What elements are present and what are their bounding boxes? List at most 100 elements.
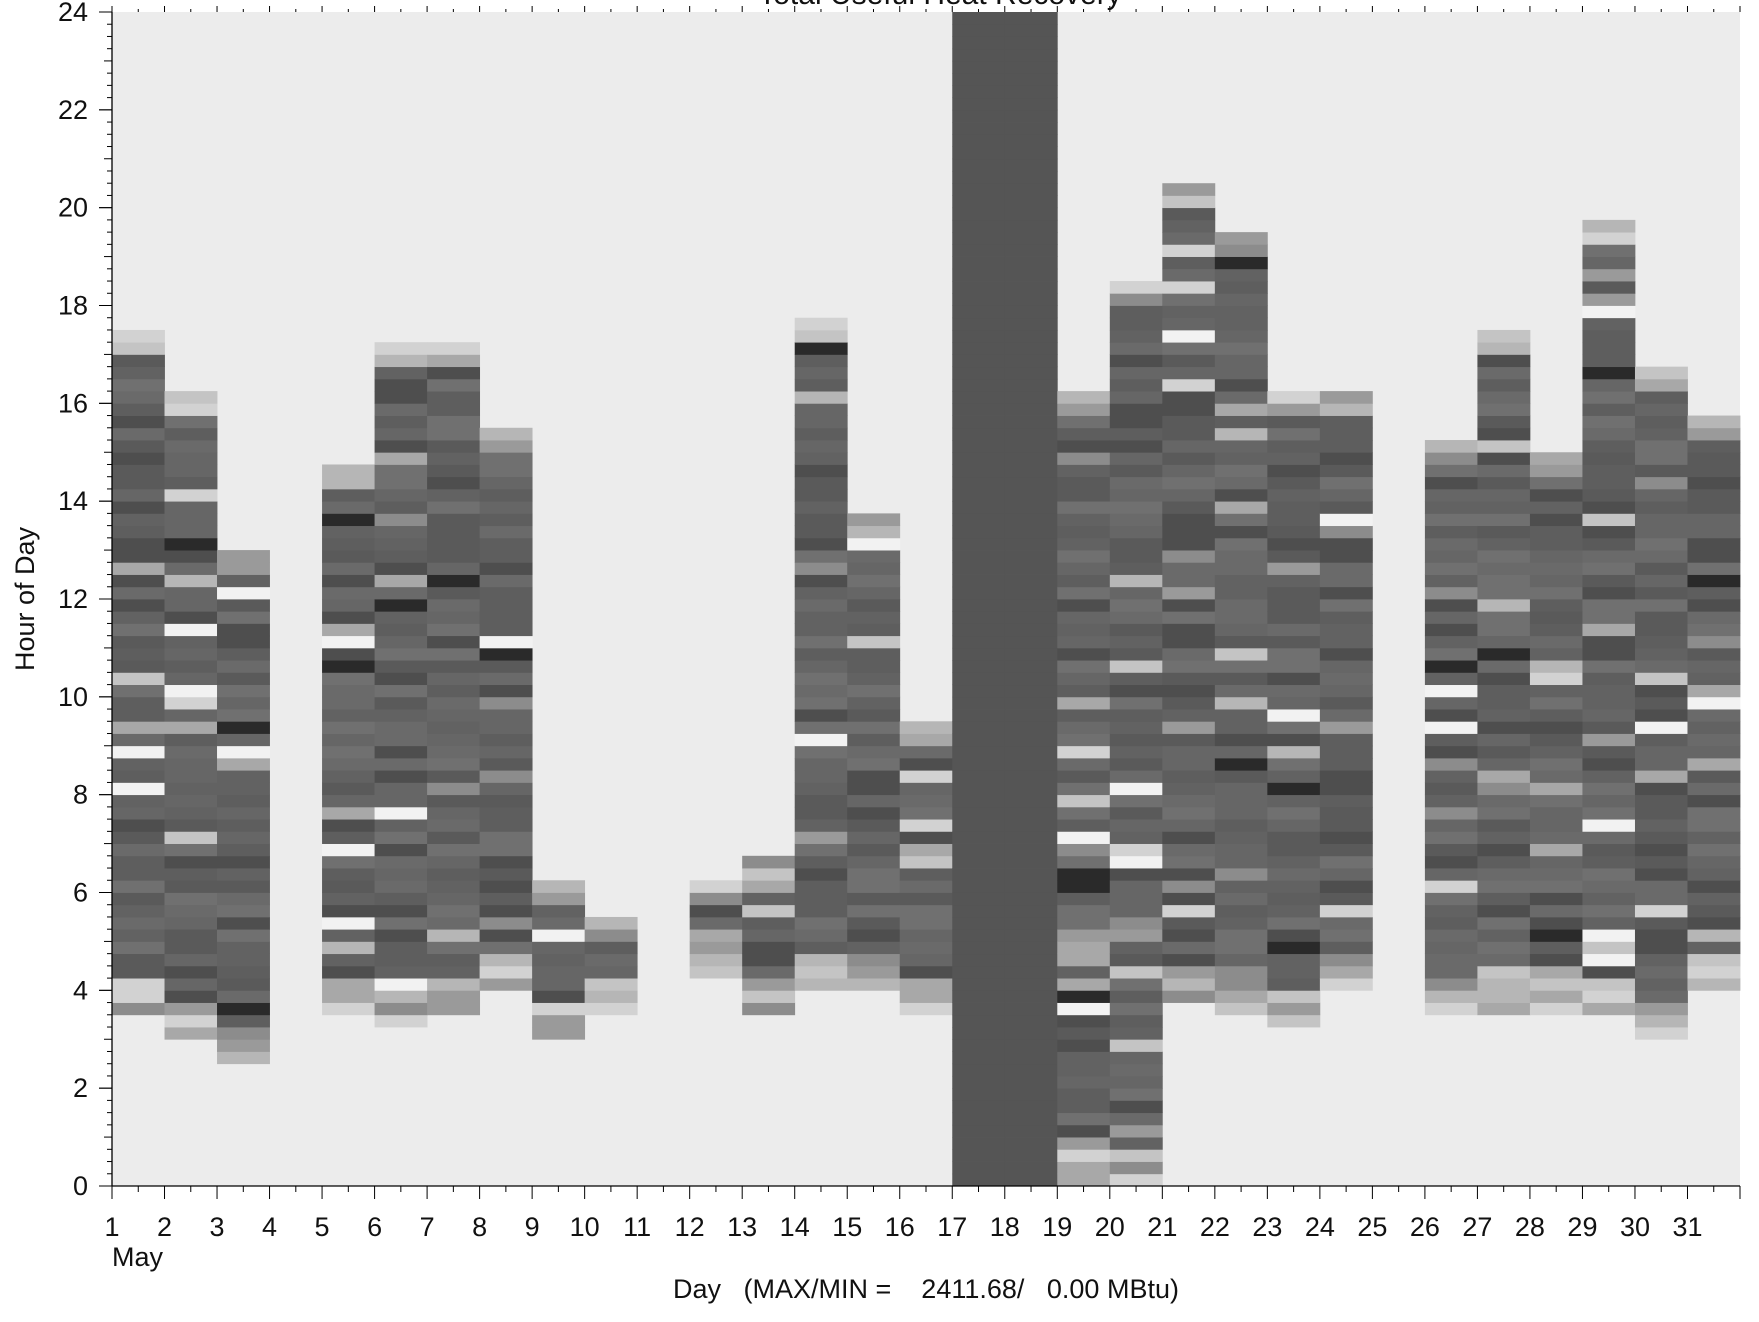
heatmap-cell xyxy=(794,794,848,808)
heatmap-cell xyxy=(374,880,428,893)
heatmap-cell xyxy=(374,611,428,624)
heatmap-cell xyxy=(1319,721,1373,734)
heatmap-cell xyxy=(112,794,165,808)
heatmap-cell xyxy=(1687,819,1741,832)
heatmap-cell xyxy=(1162,733,1216,747)
heatmap-cell xyxy=(1267,831,1321,844)
heatmap-cell xyxy=(794,978,848,991)
heatmap-cell xyxy=(952,513,1006,527)
heatmap-cell xyxy=(479,647,533,661)
heatmap-cell xyxy=(1582,916,1636,930)
heatmap-cell xyxy=(164,525,218,539)
heatmap-cell xyxy=(1109,513,1163,527)
heatmap-cell xyxy=(164,452,218,465)
x-tick-label: 2 xyxy=(157,1212,172,1242)
heatmap-cell xyxy=(1057,1124,1111,1138)
heatmap-cell xyxy=(1582,562,1636,575)
heatmap-cell xyxy=(1687,978,1741,991)
heatmap-cell xyxy=(1687,562,1741,575)
heatmap-cell xyxy=(899,1002,953,1016)
heatmap-cell xyxy=(1477,623,1531,637)
heatmap-cell xyxy=(1582,452,1636,465)
heatmap-cell xyxy=(794,843,848,857)
heatmap-cell xyxy=(1267,550,1321,563)
heatmap-cell xyxy=(1214,721,1268,734)
heatmap-cell xyxy=(427,819,481,832)
heatmap-cell xyxy=(1057,672,1111,686)
x-tick-label: 27 xyxy=(1462,1212,1492,1242)
heatmap-cell xyxy=(952,122,1006,135)
heatmap-cell xyxy=(1582,501,1636,514)
x-tick-label: 8 xyxy=(472,1212,487,1242)
heatmap-cell xyxy=(1477,929,1531,942)
y-tick-label: 14 xyxy=(58,486,88,516)
heatmap-cell xyxy=(1319,916,1373,930)
heatmap-cell xyxy=(427,696,481,710)
heatmap-cell xyxy=(794,329,848,343)
heatmap-cell xyxy=(1162,819,1216,832)
heatmap-cell xyxy=(1109,611,1163,624)
heatmap-cell xyxy=(532,953,586,967)
heatmap-cell xyxy=(1109,794,1163,808)
heatmap-cell xyxy=(1004,1039,1058,1052)
heatmap-cell xyxy=(584,978,638,991)
heatmap-cell xyxy=(952,843,1006,857)
heatmap-cell xyxy=(1267,599,1321,612)
heatmap-cell xyxy=(1582,342,1636,355)
heatmap-cell xyxy=(322,868,375,881)
heatmap-cell xyxy=(1319,904,1373,918)
heatmap-cell xyxy=(374,684,428,698)
heatmap-cell xyxy=(1109,1027,1163,1040)
heatmap-cell xyxy=(479,696,533,710)
heatmap-cell xyxy=(1319,635,1373,649)
heatmap-cell xyxy=(112,415,165,429)
heatmap-cell xyxy=(1267,647,1321,661)
heatmap-cell xyxy=(164,770,218,783)
heatmap-cell xyxy=(1687,904,1741,918)
heatmap-cell xyxy=(1582,550,1636,563)
heatmap-cell xyxy=(952,806,1006,820)
heatmap-cell xyxy=(1477,819,1531,832)
heatmap-cell xyxy=(1319,427,1373,441)
heatmap-cell xyxy=(1634,843,1688,857)
heatmap-cell xyxy=(1004,965,1058,979)
heatmap-cell xyxy=(427,488,481,502)
heatmap-cell xyxy=(1424,696,1478,710)
heatmap-cell xyxy=(1477,794,1531,808)
heatmap-cell xyxy=(1687,892,1741,906)
heatmap-cell xyxy=(1634,672,1688,686)
heatmap-cell xyxy=(1319,586,1373,600)
heatmap-cell xyxy=(1004,24,1058,37)
heatmap-cell xyxy=(1634,488,1688,502)
heatmap-cell xyxy=(1004,684,1058,698)
heatmap-cell xyxy=(322,537,375,551)
heatmap-cell xyxy=(1057,843,1111,857)
heatmap-cell xyxy=(847,525,901,539)
heatmap-cell xyxy=(847,892,901,906)
heatmap-cell xyxy=(1319,782,1373,796)
heatmap-cell xyxy=(1582,317,1636,331)
heatmap-cell xyxy=(899,721,953,734)
heatmap-cell xyxy=(1109,488,1163,502)
heatmap-cell xyxy=(1529,819,1583,832)
heatmap-cell xyxy=(1529,916,1583,930)
heatmap-cell xyxy=(112,342,165,355)
heatmap-cell xyxy=(1424,562,1478,575)
heatmap-cell xyxy=(1319,941,1373,955)
heatmap-cell xyxy=(1582,623,1636,637)
heatmap-cell xyxy=(1634,415,1688,429)
heatmap-cell xyxy=(1267,537,1321,551)
heatmap-cell xyxy=(374,354,428,368)
heatmap-cell xyxy=(374,904,428,918)
heatmap-cell xyxy=(1424,672,1478,686)
heatmap-cell xyxy=(1634,586,1688,600)
x-tick-label: 12 xyxy=(675,1212,705,1242)
heatmap-cell xyxy=(1004,709,1058,722)
y-tick-label: 22 xyxy=(58,95,88,125)
x-tick-label: 6 xyxy=(367,1212,382,1242)
heatmap-cell xyxy=(899,794,953,808)
heatmap-cell xyxy=(1634,574,1688,588)
heatmap-cell xyxy=(427,929,481,942)
heatmap-cell xyxy=(1109,855,1163,869)
heatmap-cell xyxy=(532,904,586,918)
